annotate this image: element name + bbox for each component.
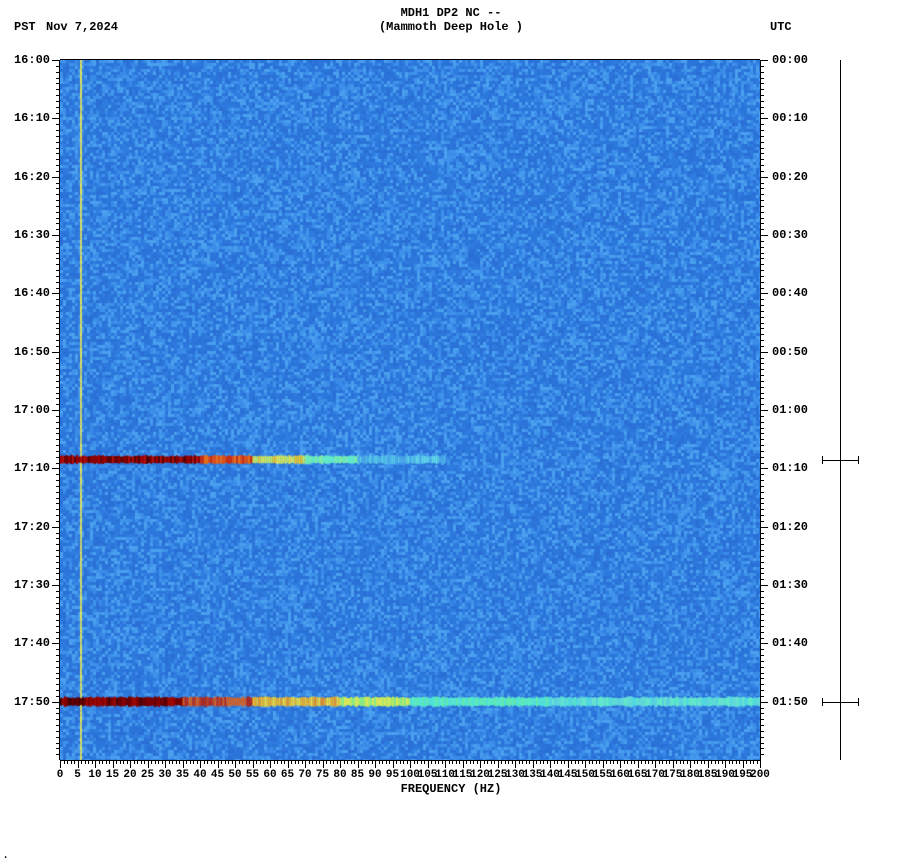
y-right-tick-label: 01:20 xyxy=(772,520,808,534)
y-right-tick-label: 00:30 xyxy=(772,228,808,242)
y-left-tick-label: 17:40 xyxy=(0,636,50,650)
x-axis-label: FREQUENCY (HZ) xyxy=(0,782,902,796)
y-left-tick-label: 16:30 xyxy=(0,228,50,242)
y-left-tick-label: 17:20 xyxy=(0,520,50,534)
y-right-tick-label: 00:20 xyxy=(772,170,808,184)
y-right-tick-label: 00:00 xyxy=(772,53,808,67)
title-line-2: (Mammoth Deep Hole ) xyxy=(0,20,902,34)
tz-right-label: UTC xyxy=(770,20,792,34)
x-tick-label: 200 xyxy=(748,769,772,781)
spectrogram-canvas xyxy=(60,60,760,760)
y-left-tick-label: 17:00 xyxy=(0,403,50,417)
y-left-tick-label: 16:40 xyxy=(0,286,50,300)
y-left-tick-label: 17:30 xyxy=(0,578,50,592)
y-right-tick-label: 00:40 xyxy=(772,286,808,300)
y-right-tick-label: 00:10 xyxy=(772,111,808,125)
y-left-tick-label: 16:10 xyxy=(0,111,50,125)
y-right-tick-label: 01:40 xyxy=(772,636,808,650)
title-line-1: MDH1 DP2 NC -- xyxy=(0,6,902,20)
y-right-tick-label: 01:30 xyxy=(772,578,808,592)
date-label: Nov 7,2024 xyxy=(46,20,118,34)
y-left-tick-label: 16:00 xyxy=(0,53,50,67)
y-right-tick-label: 00:50 xyxy=(772,345,808,359)
y-right-tick-label: 01:00 xyxy=(772,403,808,417)
footnote-mark: . xyxy=(2,848,9,862)
y-left-tick-label: 17:10 xyxy=(0,461,50,475)
y-left-tick-label: 16:20 xyxy=(0,170,50,184)
y-right-tick-label: 01:10 xyxy=(772,461,808,475)
y-left-tick-label: 16:50 xyxy=(0,345,50,359)
y-right-tick-label: 01:50 xyxy=(772,695,808,709)
y-left-tick-label: 17:50 xyxy=(0,695,50,709)
spectrogram-figure: MDH1 DP2 NC -- (Mammoth Deep Hole ) PST … xyxy=(0,0,902,864)
tz-left-label: PST xyxy=(14,20,36,34)
